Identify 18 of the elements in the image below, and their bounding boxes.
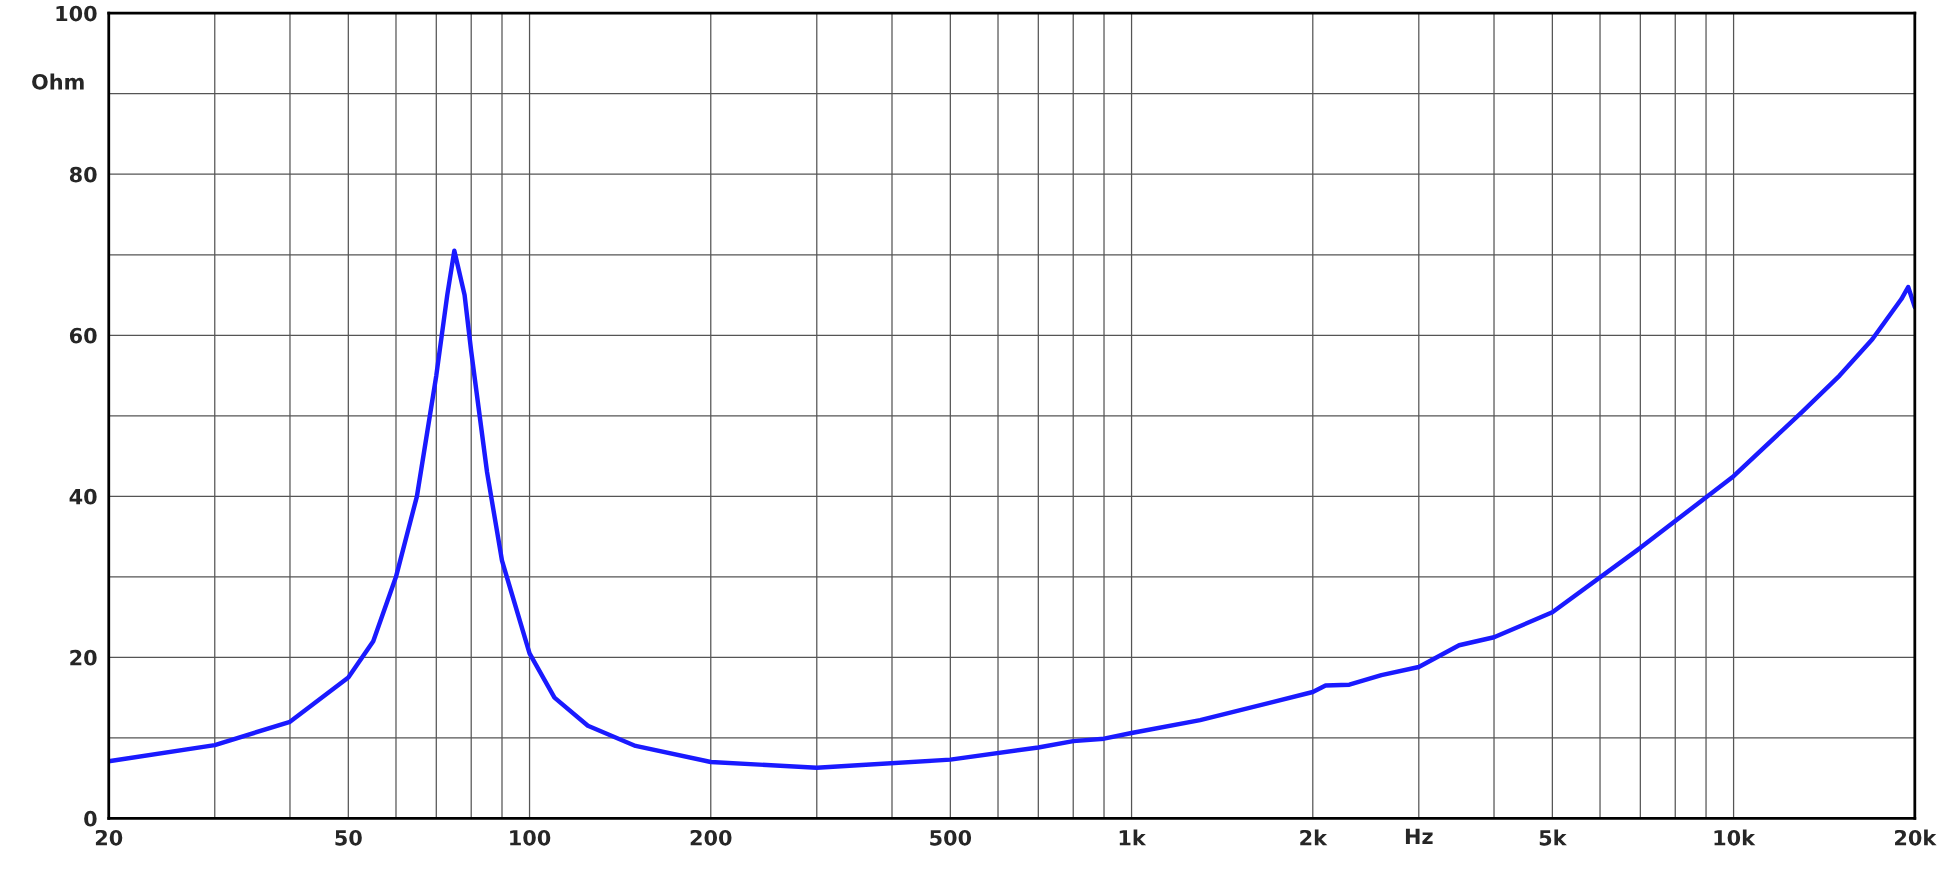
x-tick-label: 1k — [1119, 829, 1147, 846]
x-tick-label: 200 — [690, 829, 732, 846]
y-axis-title: Ohm — [32, 73, 84, 90]
y-tick-label: 80 — [69, 166, 97, 183]
y-tick-label: 40 — [69, 488, 97, 505]
x-axis-title: Hz — [1405, 828, 1433, 844]
x-tick-label: 20k — [1895, 829, 1937, 846]
x-tick-label: 2k — [1300, 829, 1328, 846]
x-tick-label: 50 — [335, 829, 362, 846]
y-tick-label: 0 — [84, 810, 97, 827]
y-tick-label: 60 — [69, 327, 97, 344]
y-tick-label: 20 — [70, 649, 97, 666]
x-tick-label: 10k — [1714, 829, 1756, 846]
x-tick-label: 5k — [1539, 829, 1567, 846]
x-tick-label: 20 — [95, 829, 123, 846]
x-tick-label: 100 — [510, 829, 551, 846]
y-tick-label: 100 — [56, 5, 97, 22]
x-tick-label: 500 — [930, 829, 972, 846]
